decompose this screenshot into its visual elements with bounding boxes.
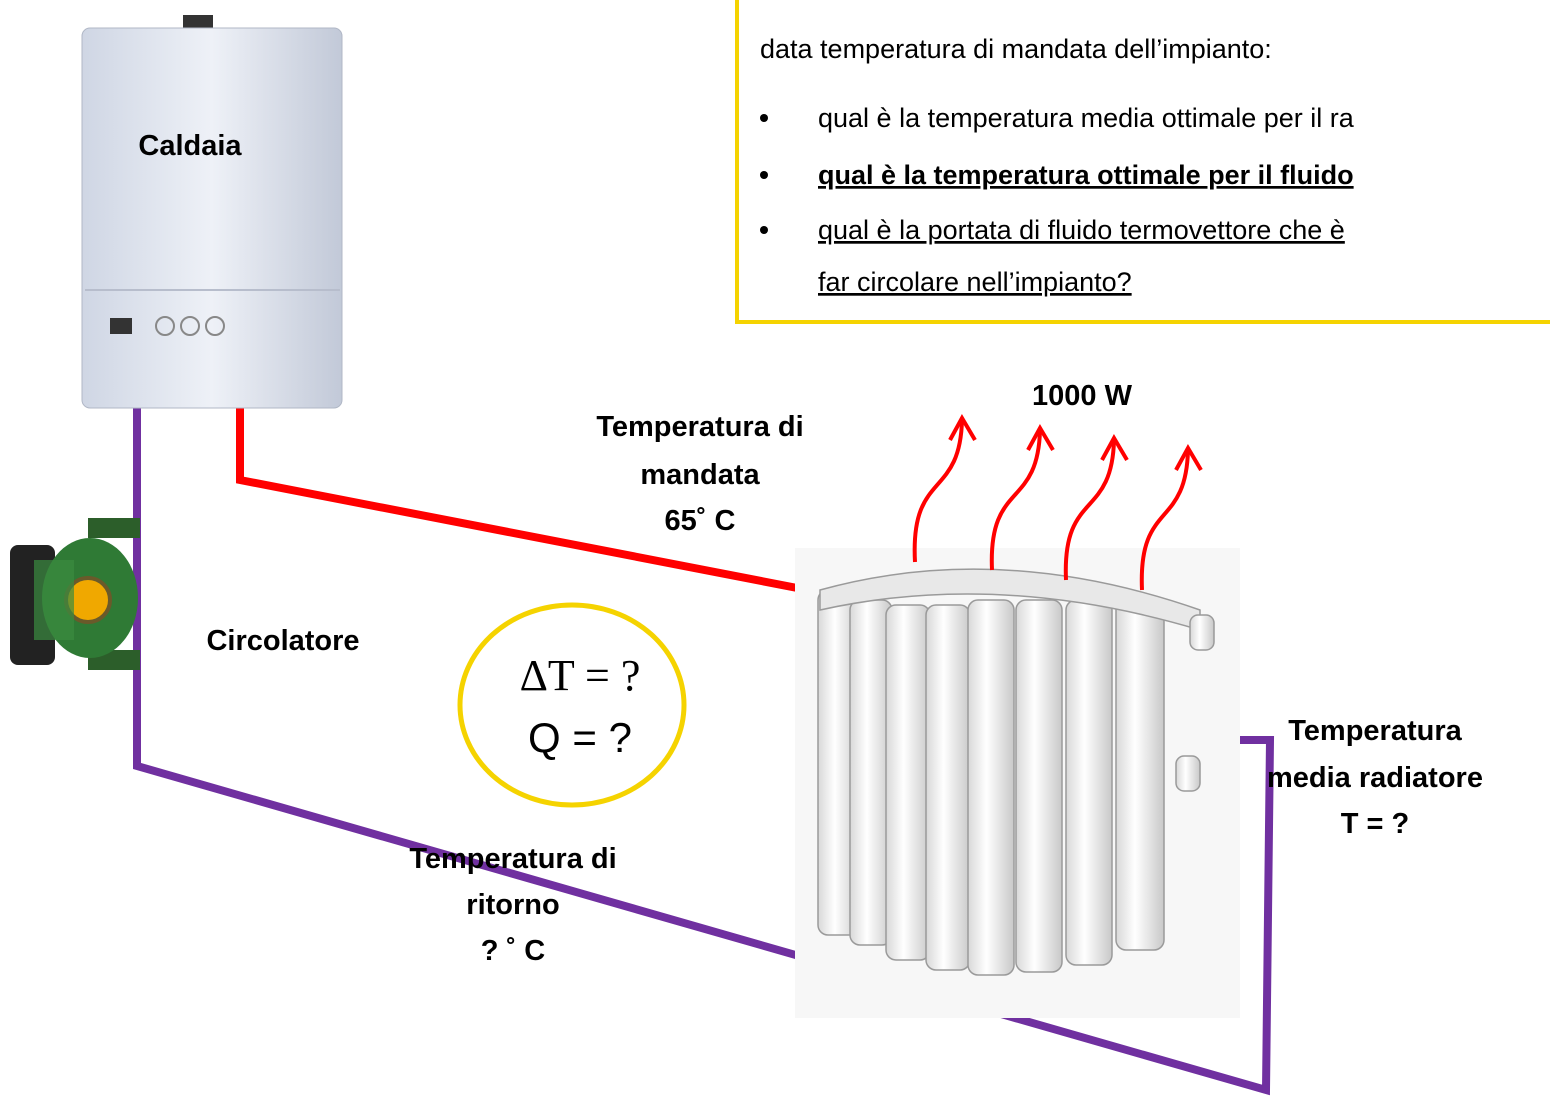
delta-t: ΔT = ? [520,651,641,700]
supply-label: 65˚ C [665,505,736,537]
flow-q: Q = ? [528,714,632,761]
pump-label: Circolatore [206,625,359,657]
radiator-label: Temperatura [1288,715,1462,747]
bullet-text: qual è la temperatura media ottimale per… [818,103,1355,133]
bullet [760,226,768,234]
return-pipe [133,372,1275,1096]
question-box [735,0,1550,324]
intro-text: data temperatura di mandata dell’impiant… [760,34,1272,64]
bullet [760,171,768,179]
boiler-label: Caldaia [138,130,242,162]
bullet-text: far circolare nell’impianto? [818,267,1132,297]
return-label: Temperatura di [409,843,616,875]
radiator [795,548,1240,1018]
supply-label: mandata [640,459,760,491]
supply-label: Temperatura di [596,411,803,443]
boiler [81,15,343,409]
pump [10,518,140,670]
radiator-label: T = ? [1341,808,1409,840]
bullet-text: qual è la temperatura ottimale per il fl… [818,160,1354,190]
return-label: ? ˚ C [481,935,545,967]
unknowns-ellipse [457,602,687,808]
supply-pipe [236,390,819,596]
bullet [760,114,768,122]
heat-arrows [912,413,1203,591]
bullet-text: qual è la portata di fluido termovettore… [818,215,1345,245]
power-label: 1000 W [1032,380,1133,412]
radiator-label: media radiatore [1267,762,1483,794]
return-label: ritorno [466,889,559,921]
